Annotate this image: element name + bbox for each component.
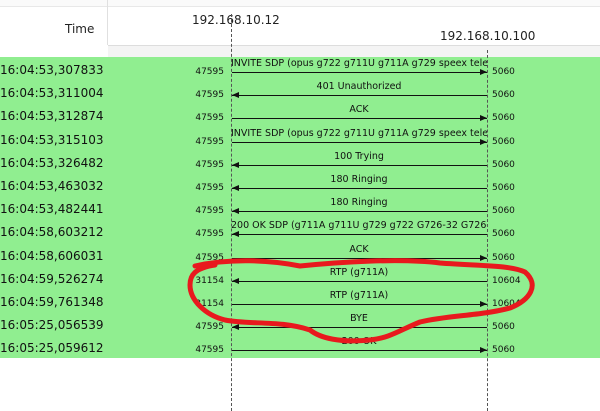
row-time: 16:04:53,463032 (0, 179, 104, 193)
flow-row[interactable]: 16:04:53,326482 47595 100 Trying 5060 (0, 150, 600, 175)
row-time: 16:04:53,312874 (0, 109, 104, 124)
flow-row[interactable]: 16:04:53,482441 47595 180 Ringing 5060 (0, 197, 600, 221)
port-a: 47595 (195, 322, 224, 333)
flow-row[interactable]: 16:04:58,603212 47595 200 OK SDP (g711A … (0, 220, 600, 244)
port-a: 47595 (195, 252, 224, 263)
port-a: 31154 (195, 299, 224, 309)
arrow-right-icon (232, 301, 487, 307)
arrow-left-icon (232, 208, 487, 215)
column-separator (107, 0, 108, 45)
row-time: 16:04:53,482441 (0, 202, 104, 217)
message-label: BYE (350, 313, 368, 325)
arrow-right-icon (232, 69, 487, 75)
flow-row[interactable]: 16:04:58,606031 47595 ACK 5060 (0, 243, 600, 268)
arrow-left-icon (232, 231, 487, 238)
port-b: 5060 (492, 159, 515, 170)
port-b: 5060 (492, 252, 515, 263)
port-a: 47595 (195, 113, 224, 124)
port-b: 5060 (492, 345, 515, 356)
port-b: 5060 (492, 136, 515, 147)
port-b: 5060 (492, 67, 515, 77)
port-a: 47595 (195, 345, 224, 356)
host-a-header: 192.168.10.12 (192, 13, 280, 27)
port-b: 5060 (492, 113, 515, 124)
flow-row[interactable]: 16:04:53,315103 47595 INVITE SDP (opus g… (0, 127, 600, 152)
flow-row[interactable]: 16:04:53,463032 47595 180 Ringing 5060 (0, 174, 600, 198)
message-label: ACK (349, 243, 369, 255)
row-time: 16:04:53,307833 (0, 63, 104, 77)
port-a: 47595 (195, 159, 224, 170)
row-time: 16:04:59,526274 (0, 271, 104, 286)
flow-row[interactable]: 16:05:25,056539 47595 BYE 5060 (0, 313, 600, 337)
port-b: 10604 (492, 275, 521, 286)
arrow-left-icon (232, 92, 487, 99)
arrow-left-icon (232, 161, 487, 168)
arrow-left-icon (232, 324, 487, 331)
port-b: 5060 (492, 322, 515, 333)
arrow-right-icon (232, 138, 487, 145)
port-a: 47595 (195, 90, 224, 101)
row-time: 16:04:53,315103 (0, 132, 104, 147)
port-b: 10604 (492, 299, 521, 309)
arrow-right-icon (232, 254, 487, 261)
message-label: 180 Ringing (330, 174, 388, 185)
row-time: 16:04:53,326482 (0, 155, 104, 170)
row-time: 16:04:53,311004 (0, 86, 104, 101)
toolbar-strip (0, 0, 600, 7)
message-label: RTP (g711A) (329, 266, 389, 278)
flow-row[interactable]: 16:04:53,307833 47595 INVITE SDP (opus g… (0, 58, 600, 82)
port-a: 47595 (195, 67, 224, 77)
flow-row[interactable]: 16:04:59,761348 31154 RTP (g711A) 10604 (0, 290, 600, 314)
arrow-right-icon (232, 115, 487, 122)
flow-row[interactable]: 16:04:53,311004 47595 401 Unauthorized 5… (0, 81, 600, 105)
port-b: 5060 (492, 229, 515, 240)
time-column-header: Time (65, 22, 95, 36)
arrow-left-icon (232, 277, 487, 284)
row-time: 16:05:25,059612 (0, 341, 104, 356)
flow-row[interactable]: 16:04:59,526274 31154 RTP (g711A) 10604 (0, 266, 600, 291)
message-label: INVITE SDP (opus g722 g711U g711A g729 s… (231, 58, 487, 69)
host-b-lifeline (487, 50, 488, 411)
port-a: 47595 (195, 229, 224, 240)
port-a: 47595 (195, 183, 224, 193)
port-b: 5060 (492, 206, 515, 217)
message-label: 401 Unauthorized (316, 81, 402, 93)
row-time: 16:05:25,056539 (0, 318, 104, 333)
host-b-header: 192.168.10.100 (440, 29, 536, 43)
port-b: 5060 (492, 183, 515, 193)
arrow-left-icon (232, 185, 487, 191)
message-label: ACK (349, 104, 369, 116)
message-label: INVITE SDP (opus g722 g711U g711A g729 s… (231, 127, 487, 139)
port-a: 31154 (195, 275, 224, 286)
host-a-lifeline (231, 14, 232, 411)
row-time: 16:04:58,606031 (0, 248, 104, 263)
message-label: 180 Ringing (330, 197, 388, 209)
port-b: 5060 (492, 90, 515, 101)
row-time: 16:04:58,603212 (0, 225, 104, 240)
message-label: 100 Trying (334, 150, 384, 162)
message-label: 200 OK SDP (g711A g711U g729 g722 G726-3… (231, 220, 487, 232)
row-time: 16:04:59,761348 (0, 295, 104, 309)
message-label: RTP (g711A) (329, 290, 389, 301)
arrow-right-icon (232, 347, 487, 354)
port-a: 47595 (195, 206, 224, 217)
port-a: 47595 (195, 136, 224, 147)
flow-row[interactable]: 16:04:53,312874 47595 ACK 5060 (0, 104, 600, 128)
